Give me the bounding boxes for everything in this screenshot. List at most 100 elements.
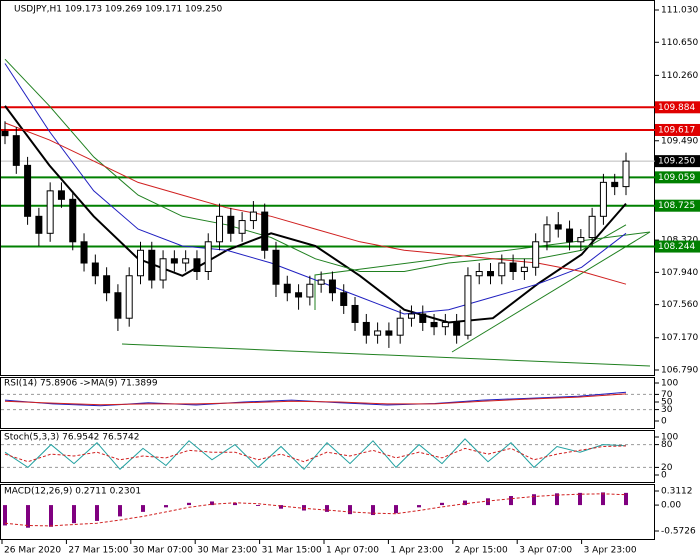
bar: [371, 505, 375, 516]
macd-frame: [0, 484, 655, 540]
candle-body: [509, 262, 517, 273]
candle-body: [622, 160, 630, 188]
bar: [325, 505, 329, 512]
candle-body: [159, 258, 167, 281]
y-tick-label: 110.260: [661, 71, 698, 81]
y-tick-label: 0: [661, 471, 667, 481]
line: [4, 122, 627, 285]
candle-body: [57, 190, 65, 200]
bar: [187, 502, 191, 506]
candle-body: [385, 330, 393, 336]
level-label-box: [655, 240, 700, 253]
candle-body: [295, 292, 303, 298]
y-tick-label: 0.00: [661, 501, 681, 511]
y-tick-label: 110.650: [661, 38, 698, 48]
candle-body: [464, 275, 472, 336]
x-tick-label: 3 Apr 07:00: [519, 546, 572, 556]
level-label: 109.884: [658, 103, 695, 113]
candle-body: [441, 321, 449, 328]
y-tick-label: 0.3112: [661, 487, 693, 497]
bar: [233, 502, 237, 506]
level-label: 109.059: [658, 173, 695, 183]
line: [4, 445, 627, 463]
line: [4, 393, 627, 406]
candle-body: [554, 224, 562, 230]
level-label-box: [655, 199, 700, 212]
candle-body: [577, 237, 585, 243]
x-tick-label: 1 Apr 23:00: [390, 546, 443, 556]
candle-body: [419, 313, 427, 323]
level-label: 109.617: [658, 125, 695, 135]
last-price-box: [655, 155, 700, 168]
y-tick-label: 0: [661, 417, 667, 427]
candle-body: [599, 181, 607, 217]
bar: [532, 494, 536, 506]
rsi-frame: [0, 377, 655, 429]
candle-body: [103, 275, 111, 294]
stoch-frame: [0, 430, 655, 483]
bar: [256, 505, 260, 506]
candle-body: [362, 321, 370, 336]
line: [4, 58, 627, 272]
bar: [463, 500, 467, 506]
candle-body: [91, 262, 99, 277]
bar: [601, 492, 605, 506]
candle-body: [374, 330, 382, 336]
panel-title: MACD(12,26,9) 0.2711 0.2301: [4, 487, 141, 497]
bar: [164, 505, 168, 508]
candle-body: [272, 249, 280, 285]
y-tick-label: 80: [661, 440, 673, 450]
panel-title: USDJPY,H1 109.173 109.269 109.171 109.25…: [14, 5, 223, 15]
candle-body: [407, 313, 415, 319]
x-tick-label: 3 Apr 23:00: [584, 546, 637, 556]
level-label: 108.725: [658, 201, 695, 211]
candle-body: [611, 181, 619, 188]
x-tick-label: 27 Mar 15:00: [68, 546, 128, 556]
candle-body: [216, 215, 224, 243]
candle-body: [182, 258, 190, 264]
candle-body: [532, 241, 540, 268]
y-tick-label: 107.170: [661, 333, 698, 343]
candle-body: [136, 249, 144, 277]
candle-body: [24, 164, 32, 217]
y-tick-label: 100: [661, 379, 678, 389]
x-tick-label: 2 Apr 15:00: [455, 546, 508, 556]
candle-body: [351, 304, 359, 323]
y-tick-label: 30: [661, 405, 673, 415]
candle-body: [1, 130, 9, 137]
candle-body: [227, 215, 235, 234]
bar: [118, 505, 122, 517]
candle-body: [35, 215, 43, 234]
candle-body: [317, 279, 325, 285]
candle-body: [80, 241, 88, 264]
bar: [555, 493, 559, 506]
candle-body: [193, 258, 201, 273]
bar: [3, 505, 7, 526]
y-tick-label: 107.560: [661, 300, 698, 310]
bar: [210, 501, 214, 506]
bar: [578, 492, 582, 506]
bar: [486, 498, 490, 506]
main-frame: [0, 0, 655, 376]
y-tick-label: 70: [661, 390, 673, 400]
line: [4, 63, 627, 315]
bar: [26, 505, 30, 528]
candle-body: [328, 279, 336, 294]
candle-body: [148, 249, 156, 281]
candle-body: [283, 283, 291, 294]
y-tick-label: 109.490: [661, 136, 698, 146]
y-tick-label: 100: [661, 433, 678, 443]
trend-line: [451, 231, 651, 353]
candle-body: [430, 321, 438, 328]
candle-body: [249, 211, 257, 222]
bar: [95, 505, 99, 521]
level-label-box: [655, 171, 700, 184]
candle-body: [453, 321, 461, 336]
bar: [509, 496, 513, 506]
x-tick-label: 31 Mar 15:00: [262, 546, 322, 556]
panel-title: RSI(14) 75.8906 ->MA(9) 71.3899: [4, 379, 158, 389]
level-label: 108.244: [658, 242, 695, 252]
candle-body: [261, 211, 269, 251]
candle-body: [306, 283, 314, 298]
